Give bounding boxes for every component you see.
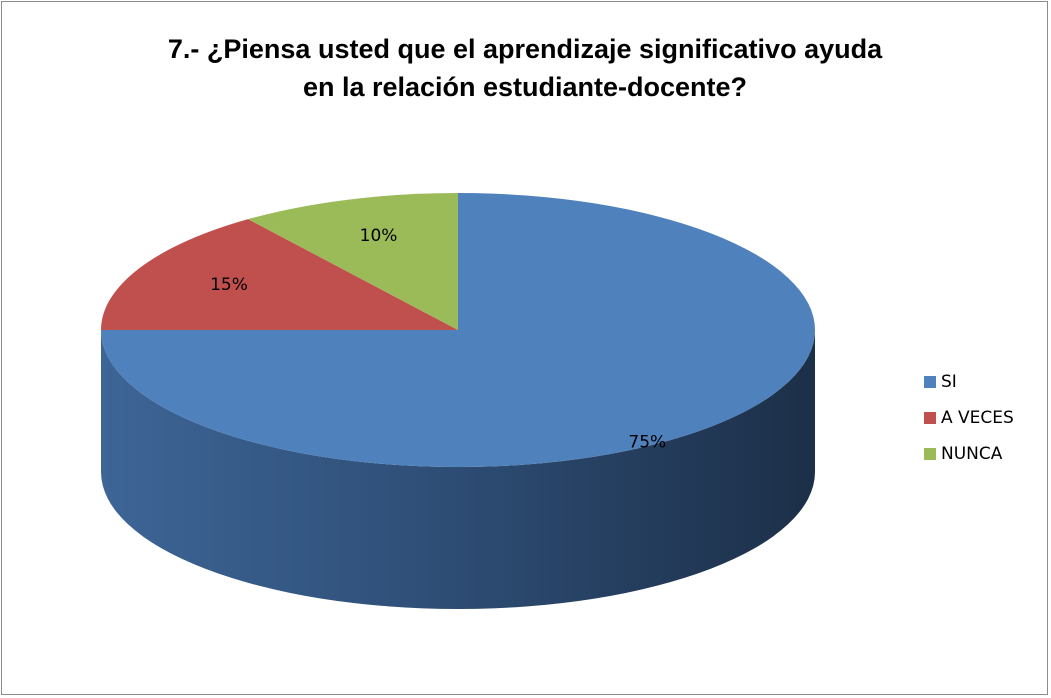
chart-title: 7.- ¿Piensa usted que el aprendizaje sig… [167,34,883,102]
pie-slice [248,193,458,330]
legend-label: A VECES [941,408,1014,428]
legend-label: SI [941,372,957,392]
pie-side [101,330,815,609]
data-label: 15% [210,275,248,295]
pie-slice [101,219,458,330]
legend-label: NUNCA [941,444,1003,464]
data-label: 10% [360,226,398,246]
legend-swatch [924,412,936,424]
legend-swatch [924,376,936,388]
data-label: 75% [628,433,666,453]
legend-swatch [924,448,936,460]
